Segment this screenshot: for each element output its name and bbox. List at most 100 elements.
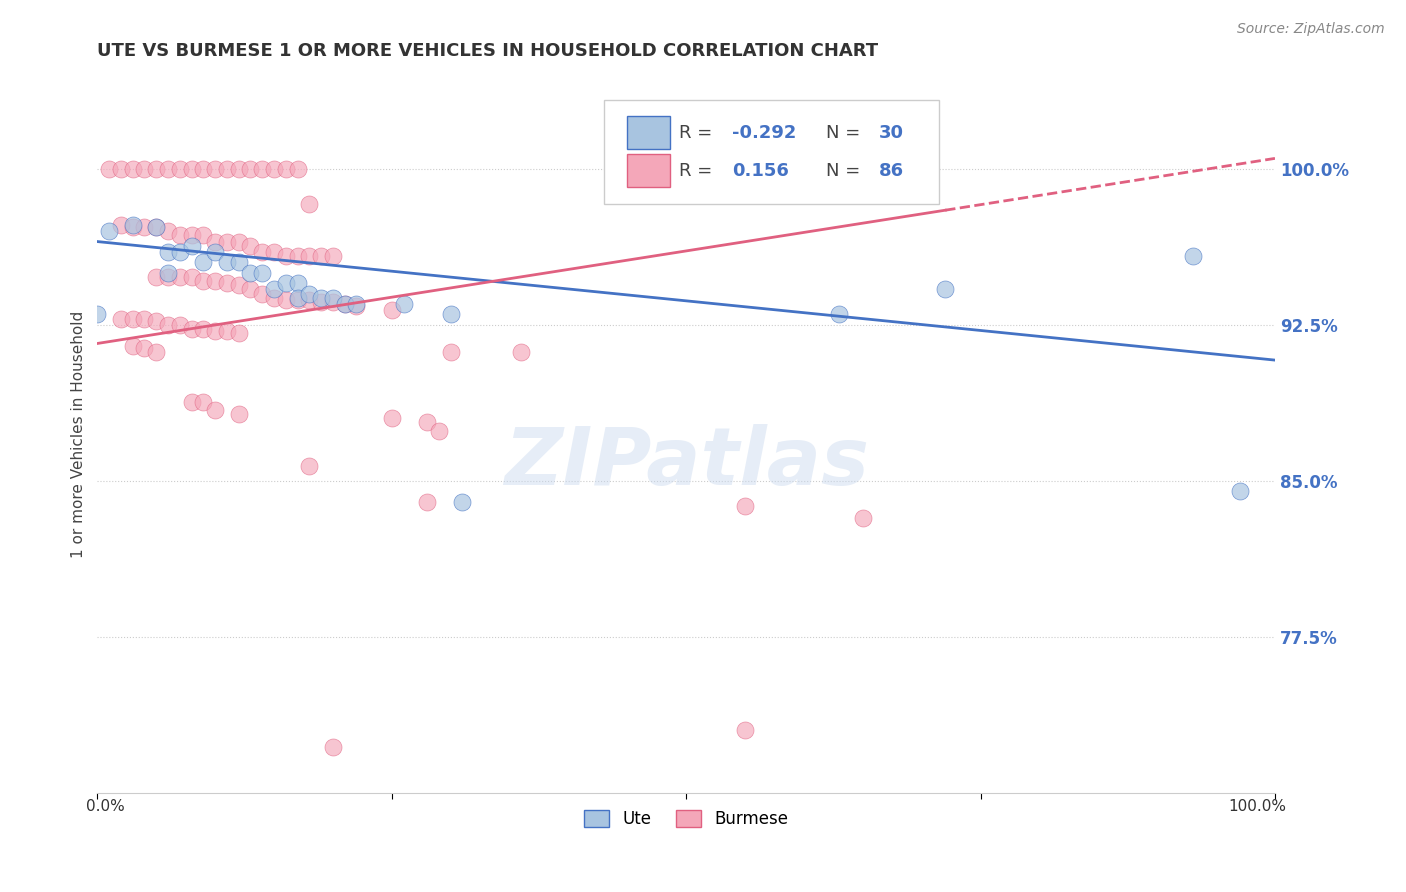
Point: [121, 161, 143, 176]
Point: [169, 228, 191, 243]
Text: R =: R =: [679, 161, 718, 179]
Point: [193, 255, 215, 269]
Point: [180, 322, 202, 336]
Point: [180, 269, 202, 284]
Point: [169, 161, 191, 176]
Point: [298, 249, 321, 263]
Point: [416, 416, 439, 430]
Point: [298, 293, 321, 307]
Text: 86: 86: [879, 161, 904, 179]
Point: [180, 228, 202, 243]
Point: [322, 249, 344, 263]
Point: [145, 219, 167, 234]
Point: [440, 307, 463, 321]
Point: [204, 244, 226, 259]
Point: [322, 291, 344, 305]
Text: N =: N =: [827, 161, 866, 179]
Point: [145, 219, 167, 234]
Point: [333, 297, 356, 311]
Point: [98, 161, 121, 176]
Point: [298, 459, 321, 474]
Point: [193, 322, 215, 336]
Point: [121, 311, 143, 326]
Text: UTE VS BURMESE 1 OR MORE VEHICLES IN HOUSEHOLD CORRELATION CHART: UTE VS BURMESE 1 OR MORE VEHICLES IN HOU…: [97, 42, 879, 60]
Text: Source: ZipAtlas.com: Source: ZipAtlas.com: [1237, 22, 1385, 37]
Text: 30: 30: [879, 124, 904, 142]
Point: [86, 307, 108, 321]
Point: [121, 338, 143, 352]
Point: [1181, 249, 1204, 263]
Point: [287, 161, 309, 176]
Point: [333, 297, 356, 311]
Point: [228, 235, 250, 249]
Text: N =: N =: [827, 124, 866, 142]
Point: [274, 276, 297, 290]
FancyBboxPatch shape: [627, 154, 669, 187]
Point: [215, 161, 238, 176]
Point: [193, 274, 215, 288]
Point: [169, 318, 191, 332]
Point: [287, 293, 309, 307]
Point: [228, 161, 250, 176]
Point: [204, 324, 226, 338]
Point: [287, 276, 309, 290]
Point: [180, 238, 202, 252]
Point: [828, 307, 851, 321]
Point: [145, 313, 167, 327]
FancyBboxPatch shape: [627, 116, 669, 149]
Point: [228, 255, 250, 269]
Point: [309, 294, 332, 309]
Point: [110, 311, 132, 326]
Point: [263, 282, 285, 296]
Point: [204, 161, 226, 176]
Point: [263, 291, 285, 305]
Point: [346, 297, 368, 311]
Point: [121, 219, 143, 234]
Point: [180, 161, 202, 176]
Point: [298, 197, 321, 211]
Point: [239, 238, 262, 252]
Point: [98, 224, 121, 238]
Point: [215, 276, 238, 290]
Point: [239, 282, 262, 296]
Point: [381, 303, 404, 318]
Point: [250, 266, 273, 280]
Point: [440, 344, 463, 359]
Point: [215, 235, 238, 249]
Point: [322, 294, 344, 309]
Point: [169, 244, 191, 259]
Text: 0.0%: 0.0%: [86, 799, 124, 814]
Point: [239, 266, 262, 280]
Point: [156, 244, 179, 259]
Point: [204, 403, 226, 417]
Point: [193, 394, 215, 409]
Point: [274, 293, 297, 307]
Point: [1229, 484, 1251, 499]
Point: [145, 269, 167, 284]
FancyBboxPatch shape: [603, 100, 939, 204]
Point: [734, 723, 756, 738]
Point: [134, 161, 156, 176]
Text: 0.156: 0.156: [733, 161, 789, 179]
Point: [298, 286, 321, 301]
Point: [193, 228, 215, 243]
Point: [263, 244, 285, 259]
Point: [228, 326, 250, 340]
Point: [215, 255, 238, 269]
Point: [156, 269, 179, 284]
Point: [156, 318, 179, 332]
Point: [110, 161, 132, 176]
Y-axis label: 1 or more Vehicles in Household: 1 or more Vehicles in Household: [72, 310, 86, 558]
Point: [427, 424, 450, 438]
Point: [381, 411, 404, 425]
Point: [274, 161, 297, 176]
Point: [134, 311, 156, 326]
Text: R =: R =: [679, 124, 718, 142]
Point: [250, 244, 273, 259]
Point: [287, 291, 309, 305]
Point: [193, 161, 215, 176]
Point: [263, 161, 285, 176]
Point: [156, 224, 179, 238]
Point: [239, 161, 262, 176]
Point: [134, 341, 156, 355]
